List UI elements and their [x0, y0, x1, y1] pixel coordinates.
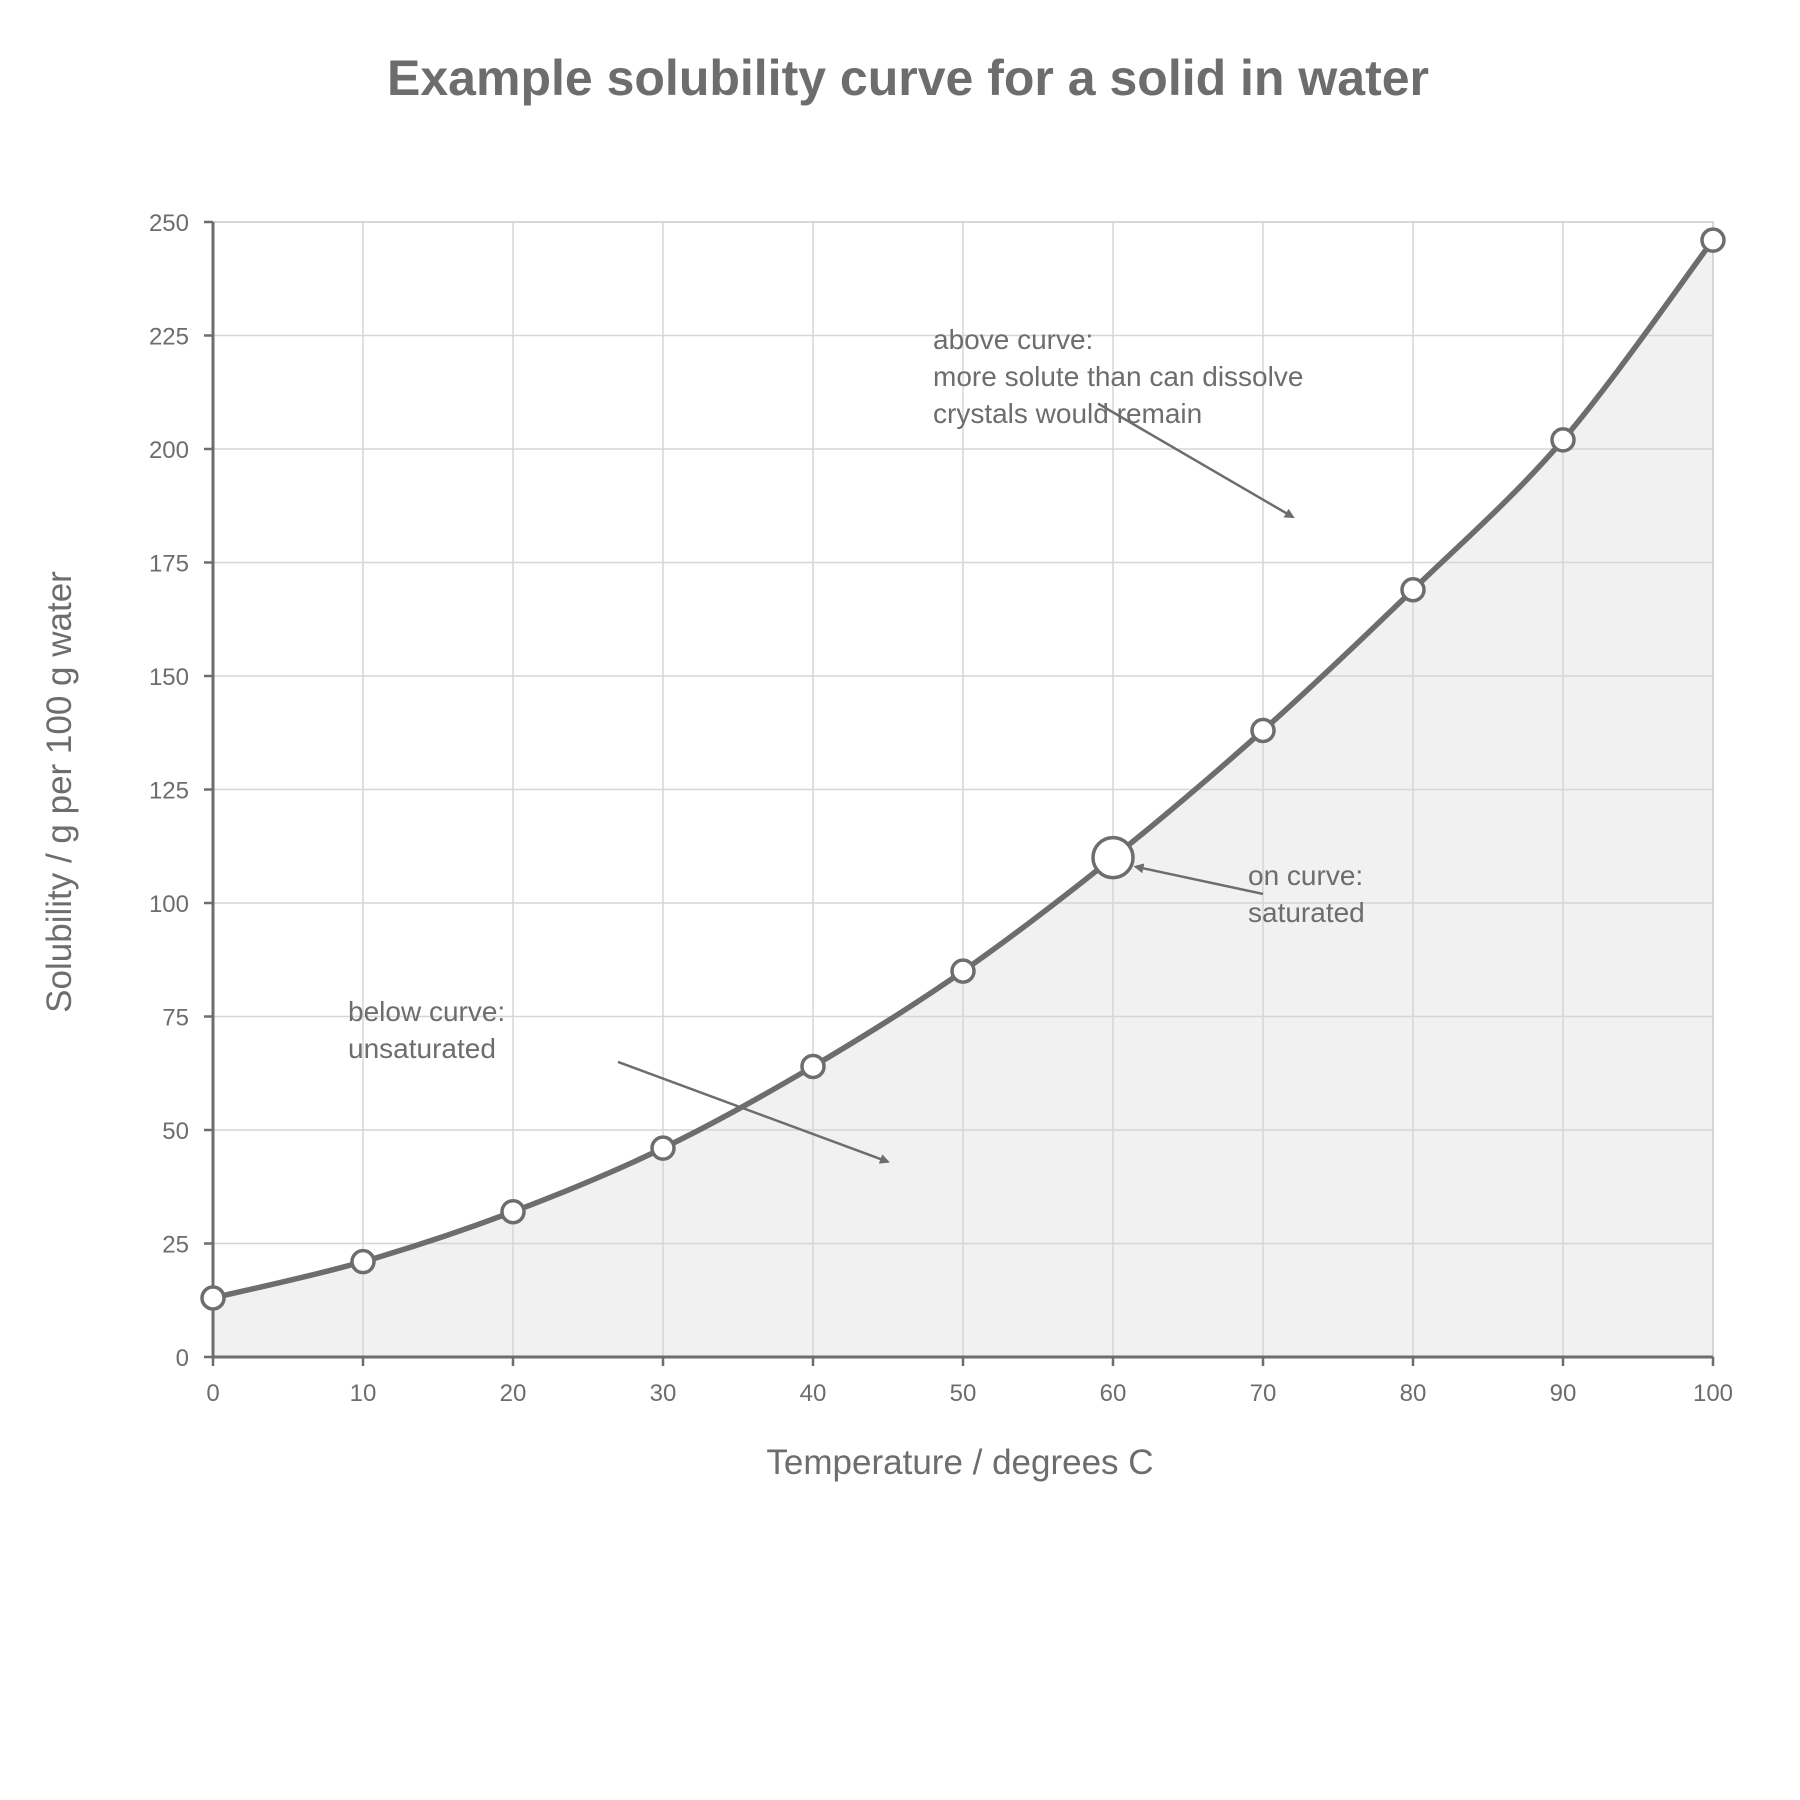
- y-tick-label: 0: [176, 1345, 189, 1372]
- area-under-curve: [213, 240, 1713, 1357]
- annotation-line: unsaturated: [348, 1033, 496, 1064]
- y-tick-label: 50: [162, 1118, 189, 1145]
- solubility-curve-line: [212, 238, 1716, 1301]
- x-tick-label: 20: [500, 1380, 527, 1407]
- data-point: [1250, 717, 1276, 744]
- y-tick-label: 200: [149, 437, 189, 464]
- x-tick-label: 40: [800, 1380, 827, 1407]
- y-tick-label: 25: [162, 1232, 189, 1259]
- data-point: [1700, 227, 1726, 253]
- annotation-arrow-on: [1133, 863, 1264, 896]
- x-tick-label: 60: [1100, 1380, 1127, 1407]
- data-point: [950, 958, 976, 984]
- data-point: [650, 1135, 676, 1161]
- y-tick-label: 100: [149, 891, 189, 918]
- annotation-arrow-above: [1097, 402, 1295, 519]
- data-point: [1550, 427, 1576, 453]
- x-tick-label: 0: [206, 1380, 219, 1407]
- annotation-above-text: above curve: more solute than can dissolv…: [933, 324, 1303, 429]
- chart-title: Example solubility curve for a solid in …: [387, 50, 1429, 106]
- annotation-on-text: on curve: saturated: [1248, 860, 1365, 928]
- x-tick-label: 100: [1693, 1380, 1733, 1407]
- y-axis-title: Solubility / g per 100 g water: [40, 571, 79, 1013]
- annotation-line: crystals would remain: [933, 398, 1202, 429]
- data-point: [500, 1198, 526, 1225]
- data-point: [800, 1053, 826, 1080]
- y-tick-label: 250: [149, 210, 189, 237]
- x-tick-label: 30: [650, 1380, 677, 1407]
- x-tick-label: 70: [1250, 1380, 1277, 1407]
- highlighted-data-point: [1091, 835, 1135, 880]
- annotation-line: above curve:: [933, 324, 1093, 355]
- annotation-arrow-below: [617, 1060, 890, 1164]
- data-point: [200, 1285, 226, 1311]
- x-tick-label: 10: [350, 1380, 377, 1407]
- y-tick-label: 125: [149, 778, 189, 805]
- annotation-line: below curve:: [348, 996, 505, 1027]
- x-tick-label: 50: [950, 1380, 977, 1407]
- annotation-line: more solute than can dissolve: [933, 361, 1303, 392]
- data-point: [1400, 576, 1426, 603]
- x-tick-label: 80: [1400, 1380, 1427, 1407]
- annotation-line: saturated: [1248, 897, 1365, 928]
- annotation-line: on curve:: [1248, 860, 1363, 891]
- y-tick-label: 175: [149, 551, 189, 578]
- y-tick-label: 150: [149, 664, 189, 691]
- x-axis-title: Temperature / degrees C: [766, 1443, 1153, 1482]
- annotation-below-text: below curve: unsaturated: [348, 996, 505, 1064]
- data-point: [350, 1248, 376, 1275]
- y-tick-label: 225: [149, 324, 189, 351]
- plot-area: 0 25 50 75 100 125 150 175 200 225 250 0 10 20 30 40 50 6…: [149, 210, 1733, 1407]
- x-tick-label: 90: [1550, 1380, 1577, 1407]
- y-tick-label: 75: [162, 1005, 189, 1032]
